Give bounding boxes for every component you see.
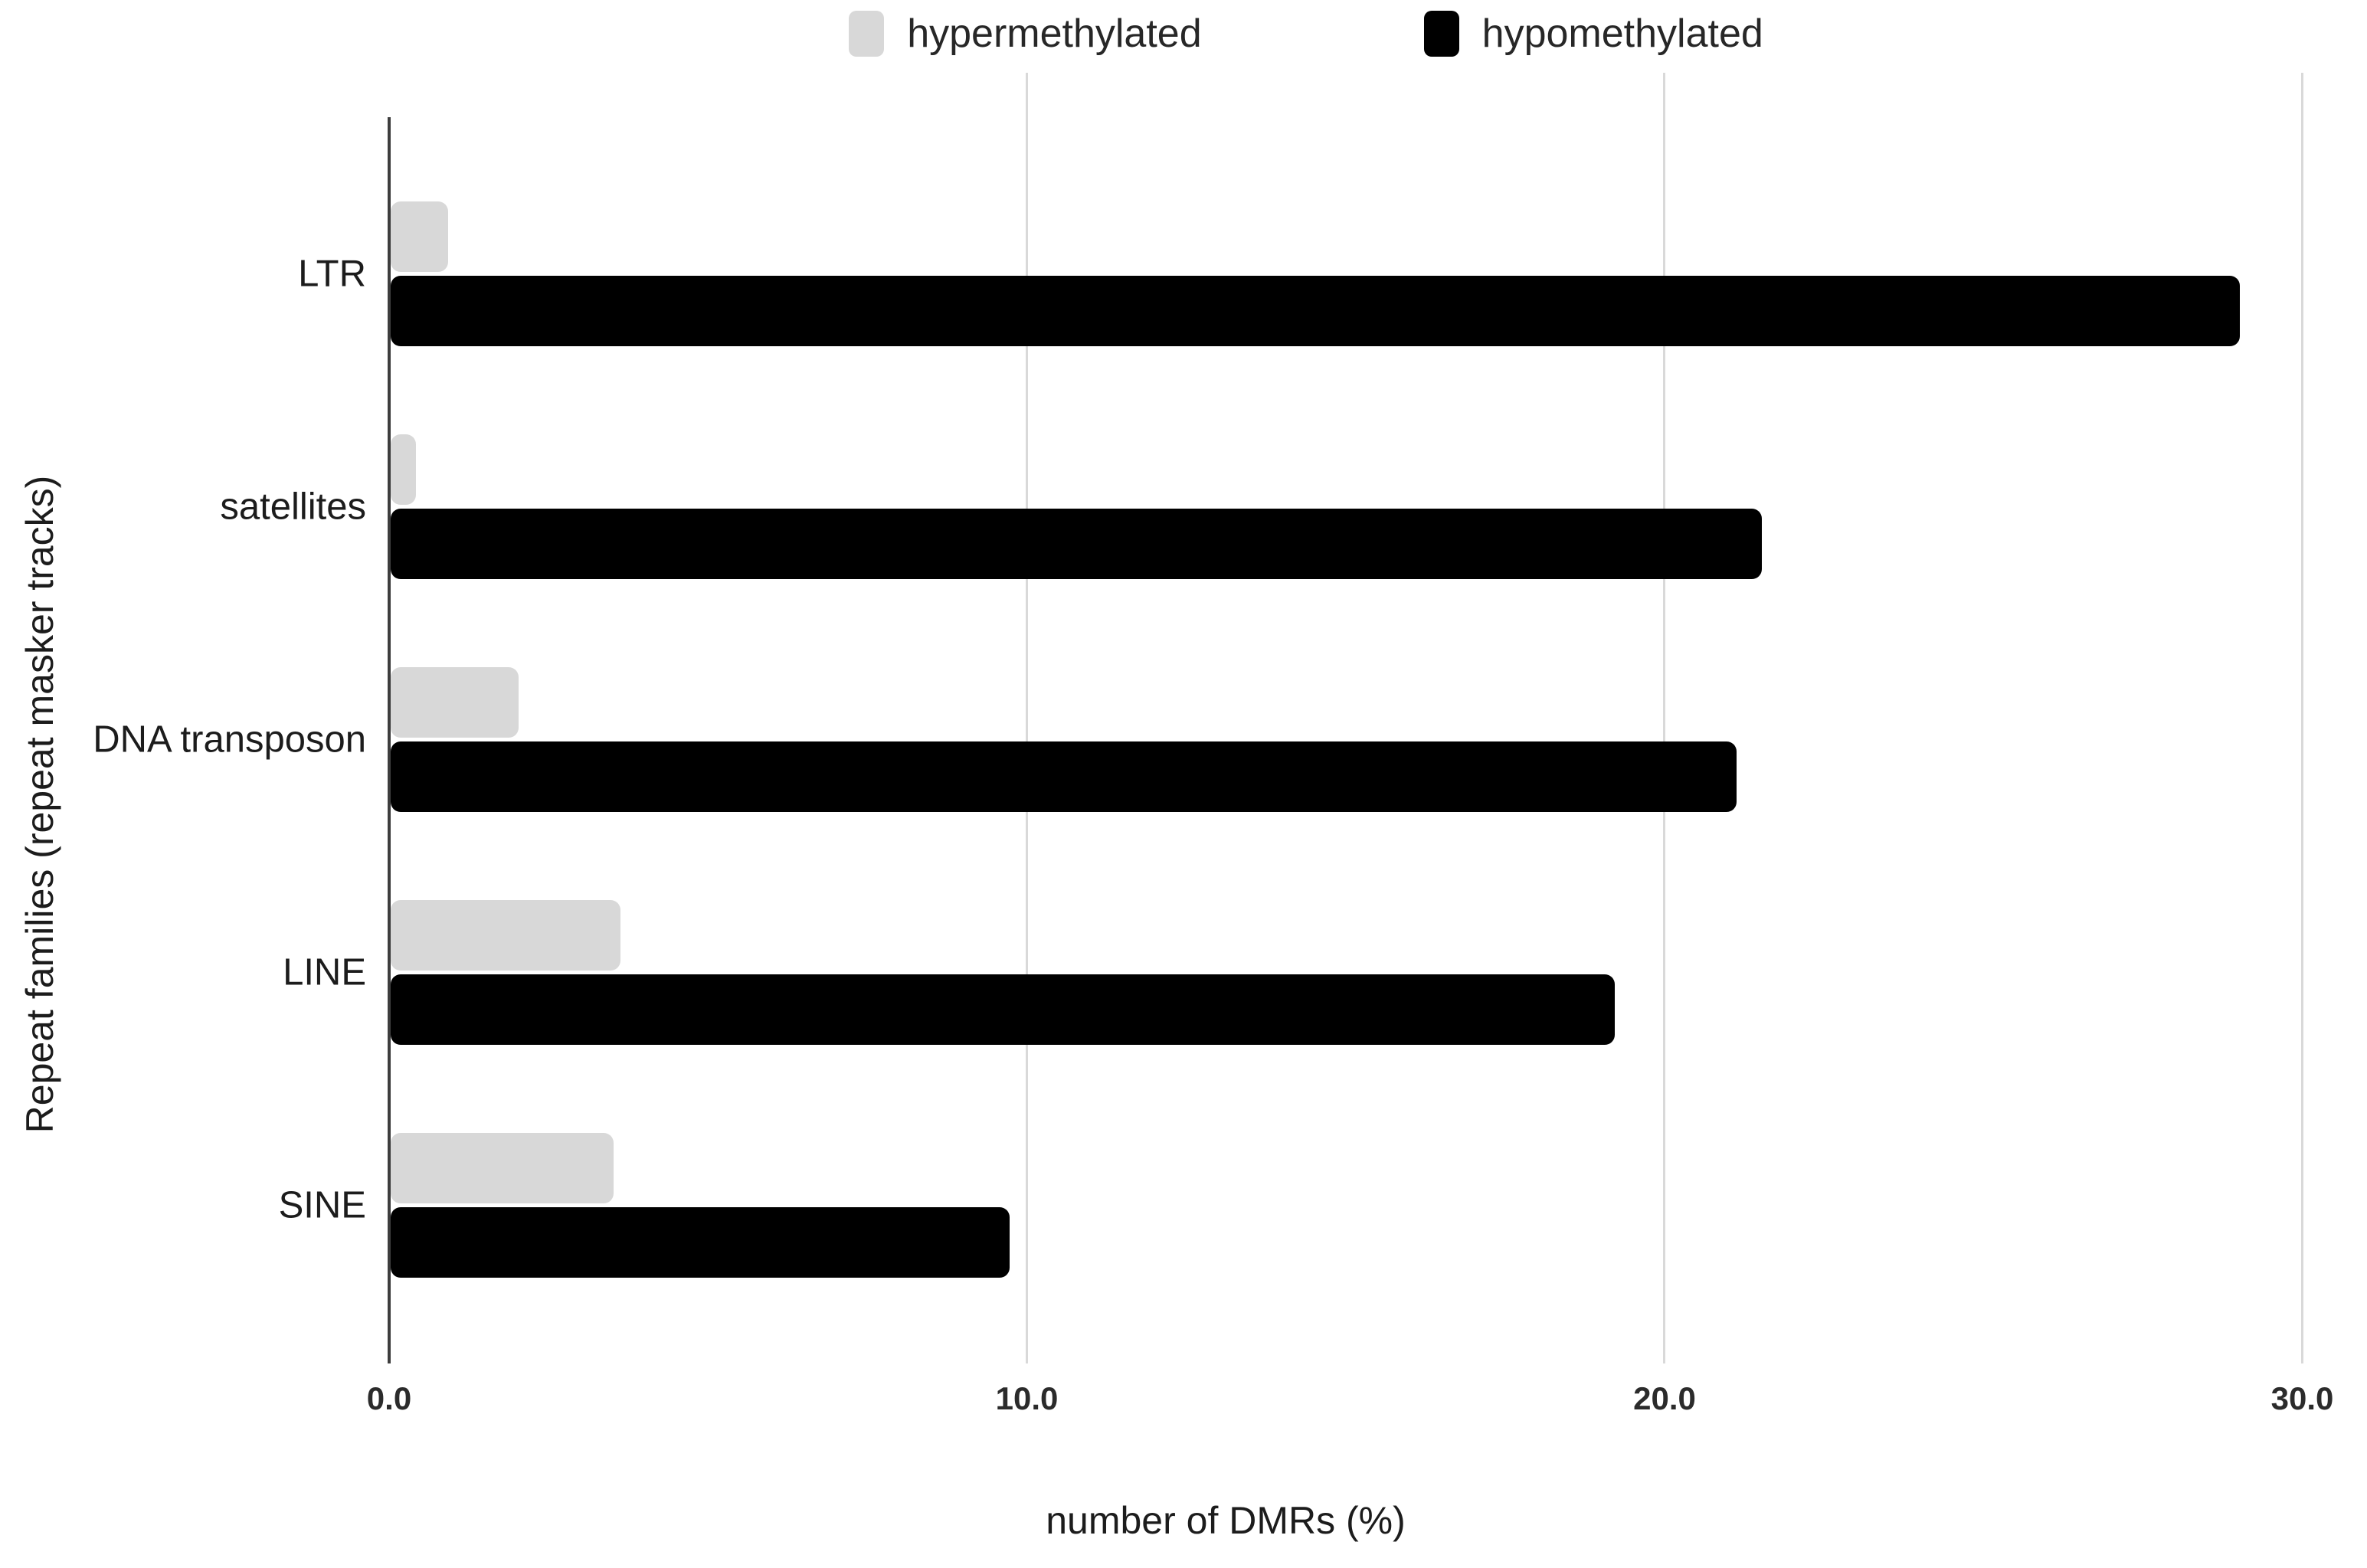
legend-label: hypermethylated [907, 11, 1202, 56]
legend-item-hypomethylated: hypomethylated [1423, 11, 1763, 57]
x-axis-title: number of DMRs (%) [1046, 1499, 1406, 1542]
bar-hypermethylated-DNA transposon [391, 667, 519, 738]
bar-hypermethylated-LINE [391, 900, 620, 971]
bar-hypomethylated-satellites [391, 509, 1762, 579]
category-label-LTR: LTR [298, 252, 366, 294]
x-tick-label-0.0: 0.0 [366, 1380, 412, 1416]
category-label-SINE: SINE [278, 1183, 366, 1226]
category-label-LINE: LINE [283, 951, 366, 993]
bar-hypomethylated-DNA transposon [391, 741, 1737, 812]
category-label-satellites: satellites [220, 485, 366, 527]
legend-item-hypermethylated: hypermethylated [849, 11, 1202, 57]
bar-hypermethylated-satellites [391, 434, 417, 505]
y-axis-title: Repeat families (repeat masker tracks) [18, 475, 61, 1134]
legend-swatch-hypermethylated [849, 11, 885, 57]
bar-hypomethylated-SINE [391, 1207, 1010, 1278]
gridline-10 [1025, 73, 1028, 1363]
legend-label: hypomethylated [1481, 11, 1763, 56]
legend-swatch-hypomethylated [1423, 11, 1459, 57]
y-axis-line [388, 117, 391, 1363]
bar-hypomethylated-LTR [391, 276, 2241, 346]
bar-hypermethylated-SINE [391, 1133, 614, 1203]
category-label-DNA transposon: DNA transposon [93, 718, 366, 760]
bar-hypomethylated-LINE [391, 974, 1616, 1045]
x-tick-label-30.0: 30.0 [2270, 1380, 2334, 1416]
bar-hypermethylated-LTR [391, 201, 448, 272]
x-tick-label-10.0: 10.0 [995, 1380, 1059, 1416]
gridline-30 [2300, 73, 2303, 1363]
legend: hypermethylated hypomethylated [123, 11, 2367, 57]
x-tick-label-20.0: 20.0 [1633, 1380, 1696, 1416]
gridline-20 [1663, 73, 1665, 1363]
